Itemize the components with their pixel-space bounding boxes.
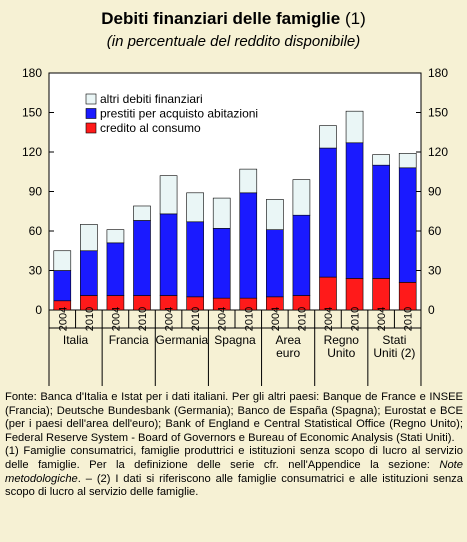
x-group-label: euro bbox=[276, 346, 300, 360]
y-tick-label-left: 120 bbox=[22, 145, 42, 159]
bar-segment-altri bbox=[186, 192, 204, 223]
chart-title-text: Debiti finanziari delle famiglie bbox=[101, 9, 341, 28]
bar-segment-altri bbox=[266, 199, 284, 230]
x-tick-year-label: 2010 bbox=[243, 307, 255, 331]
y-tick-label-right: 150 bbox=[428, 106, 448, 120]
y-tick-label-right: 180 bbox=[428, 66, 448, 80]
x-tick-year-label: 2004 bbox=[57, 307, 69, 331]
y-tick-label-right: 60 bbox=[428, 224, 442, 238]
footnote-text-end: . – (2) I dati si riferiscono alle famig… bbox=[5, 472, 463, 499]
bar-segment-abitazioni bbox=[372, 164, 390, 279]
x-tick-year-label: 2010 bbox=[350, 307, 362, 331]
bar-segment-altri bbox=[212, 197, 231, 229]
legend-label: credito al consumo bbox=[100, 121, 201, 135]
bar-segment-abitazioni bbox=[398, 167, 417, 283]
x-tick-year-label: 2004 bbox=[270, 307, 282, 331]
footnote-italic: Note metodologiche bbox=[5, 458, 464, 485]
x-tick-year-label: 2010 bbox=[137, 307, 149, 331]
chart-title-note: (1) bbox=[344, 9, 366, 28]
chart-subtitle: (in percentuale del reddito disponibile) bbox=[106, 33, 361, 50]
bar-segment-abitazioni bbox=[239, 192, 258, 299]
x-group-label: Area bbox=[275, 333, 301, 347]
y-tick-label-left: 60 bbox=[29, 224, 43, 238]
x-group-label: Uniti (2) bbox=[373, 346, 415, 360]
bar-segment-consumo bbox=[372, 278, 390, 311]
x-tick-year-label: 2010 bbox=[296, 307, 308, 331]
x-group-label: Germania bbox=[156, 333, 209, 347]
bar-segment-altri bbox=[292, 179, 311, 216]
x-group-label: Italia bbox=[63, 333, 89, 347]
bar-segment-abitazioni bbox=[53, 270, 72, 302]
bar-segment-altri bbox=[345, 110, 364, 144]
x-group-label: Unito bbox=[327, 346, 355, 360]
bar-segment-altri bbox=[53, 250, 72, 271]
chart-title: Debiti finanziari delle famiglie (1) bbox=[0, 9, 467, 29]
bar-segment-abitazioni bbox=[345, 142, 364, 279]
footnote: (1) Famiglie consumatrici, famiglie prod… bbox=[5, 445, 463, 499]
bar-segment-altri bbox=[239, 168, 258, 194]
y-tick-label-left: 30 bbox=[29, 264, 43, 278]
bar-segment-abitazioni bbox=[106, 242, 125, 296]
footnote-text: (1) Famiglie consumatrici, famiglie prod… bbox=[5, 445, 463, 471]
bar-segment-abitazioni bbox=[133, 220, 151, 296]
legend-swatch bbox=[85, 108, 97, 119]
bar-segment-abitazioni bbox=[159, 213, 178, 296]
bar-segment-abitazioni bbox=[266, 229, 284, 298]
bar-segment-consumo bbox=[398, 282, 417, 311]
x-tick-year-label: 2004 bbox=[110, 307, 122, 331]
x-tick-year-label: 2010 bbox=[403, 307, 415, 331]
y-tick-label-left: 180 bbox=[22, 66, 42, 80]
bar-segment-altri bbox=[106, 229, 125, 244]
bar-segment-abitazioni bbox=[212, 228, 231, 299]
x-group-label: Stati bbox=[382, 333, 406, 347]
legend-swatch bbox=[85, 122, 97, 134]
x-group-label: Francia bbox=[109, 333, 149, 347]
bar-segment-altri bbox=[159, 175, 178, 215]
x-tick-year-label: 2004 bbox=[376, 307, 388, 331]
x-tick-year-label: 2004 bbox=[164, 307, 176, 331]
legend-label: prestiti per acquisto abitazioni bbox=[100, 107, 258, 121]
bar-segment-abitazioni bbox=[80, 250, 98, 296]
bar-segment-altri bbox=[372, 154, 390, 166]
bar-segment-altri bbox=[133, 205, 151, 221]
bar-chart: 0 0 30 30 60 60 90 90 120 120 150 150 180 180 2004 2010… bbox=[22, 66, 448, 386]
legend-label: altri debiti finanziari bbox=[100, 92, 203, 106]
x-group-label: Regno bbox=[324, 333, 360, 347]
y-tick-label-right: 120 bbox=[428, 145, 448, 159]
source-notes: Fonte: Banca d'Italia e Istat per i dati… bbox=[5, 391, 463, 500]
bar-segment-consumo bbox=[319, 276, 337, 311]
y-tick-label-left: 0 bbox=[35, 303, 42, 317]
y-tick-label-right: 90 bbox=[428, 185, 442, 199]
legend-swatch bbox=[85, 93, 97, 105]
bar-segment-abitazioni bbox=[186, 221, 204, 298]
bar-segment-consumo bbox=[345, 278, 364, 311]
bar-segment-abitazioni bbox=[292, 214, 311, 296]
x-tick-year-label: 2010 bbox=[84, 307, 96, 331]
bar-segment-altri bbox=[80, 224, 98, 252]
source-text: Fonte: Banca d'Italia e Istat per i dati… bbox=[5, 391, 463, 444]
y-tick-label-right: 0 bbox=[428, 303, 435, 317]
y-tick-label-left: 90 bbox=[29, 185, 43, 199]
bar-segment-abitazioni bbox=[319, 147, 337, 278]
x-group-label: Spagna bbox=[214, 333, 256, 347]
y-tick-label-right: 30 bbox=[428, 264, 442, 278]
x-tick-year-label: 2010 bbox=[190, 307, 202, 331]
x-tick-year-label: 2004 bbox=[323, 307, 335, 331]
y-tick-label-left: 150 bbox=[22, 106, 42, 120]
bar-segment-altri bbox=[398, 153, 417, 169]
bar-segment-altri bbox=[319, 125, 337, 149]
x-tick-year-label: 2004 bbox=[217, 307, 229, 331]
